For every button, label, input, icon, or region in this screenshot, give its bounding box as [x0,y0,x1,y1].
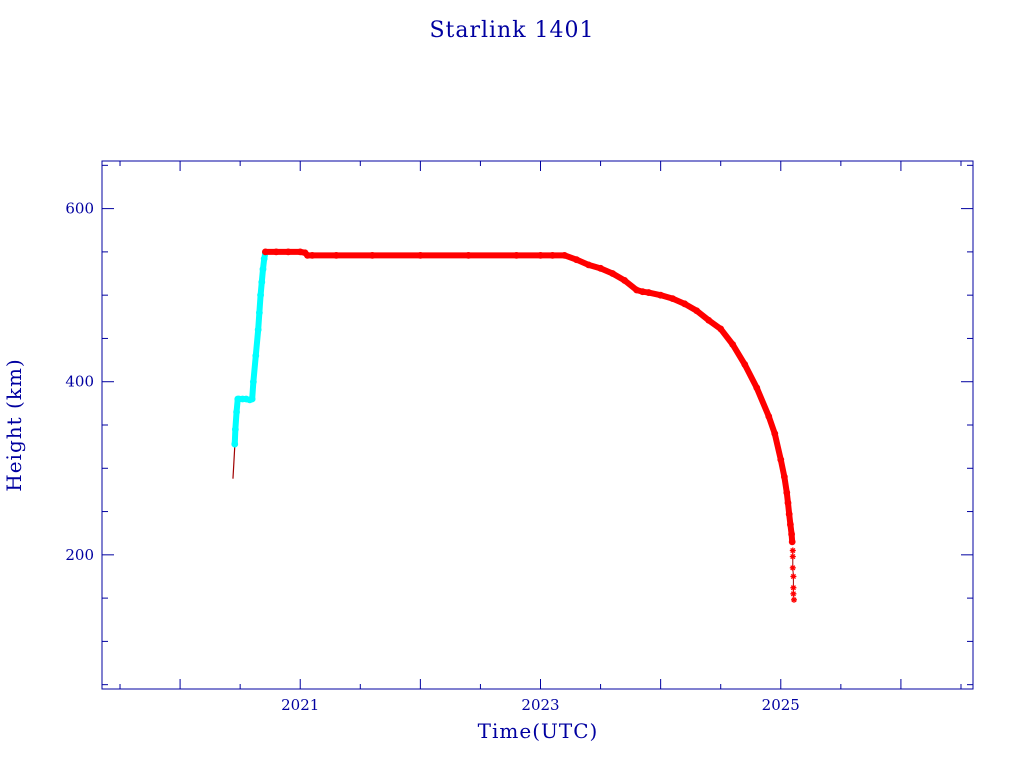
data-point [765,412,773,420]
data-point [621,277,628,284]
y-tick-label: 200 [65,546,94,564]
x-tick-label: 2023 [521,696,559,714]
data-point [231,440,239,448]
data-point [693,307,701,315]
data-point [789,553,796,560]
data-point [549,251,556,259]
data-point [308,251,316,259]
data-point [585,261,592,269]
data-point [254,326,262,334]
y-axis-label: Height (km) [2,358,26,491]
data-point [771,430,779,438]
star-stroke [790,585,796,591]
data-point [249,378,257,386]
data-point [513,251,520,259]
data-point [368,251,376,259]
data-point [717,325,725,333]
data-series-trail [262,248,796,545]
star-stroke [790,591,796,597]
x-tick-label: 2025 [762,696,800,714]
data-point [657,291,665,299]
data-series-line [232,446,236,479]
data-point [633,286,641,294]
data-point [786,521,794,528]
data-point [789,564,796,571]
data-point [639,288,647,296]
data-point [789,547,796,554]
data-point [272,248,280,256]
data-point [729,341,737,348]
data-point [780,473,788,481]
data-point [790,596,797,603]
data-point [790,590,797,597]
data-point [233,408,240,416]
data-point [537,251,544,259]
data-point [252,352,260,360]
data-point [332,251,340,259]
star-stroke [790,547,796,554]
data-point [609,270,616,277]
data-point [255,309,263,316]
data-point [416,251,424,259]
data-point [790,584,797,591]
star-stroke [790,554,796,560]
star-stroke [790,565,796,571]
chart-title: Starlink 1401 [429,18,594,43]
data-point [788,530,795,538]
data-point [645,289,653,296]
y-tick-label: 400 [65,373,94,391]
data-point [258,278,266,286]
data-point [741,361,749,368]
data-point [681,300,689,308]
data-point [784,499,792,507]
data-point [783,489,791,496]
y-tick-label: 600 [65,200,94,218]
data-point [284,248,292,256]
data-point [597,264,604,272]
axis-tick-labels: 2021 2023 2025 200 400 600 [65,200,800,714]
data-point [257,291,264,299]
data-point [260,255,268,263]
data-point [790,573,797,580]
data-point [465,251,472,259]
data-point [561,251,568,259]
data-point [259,265,267,273]
data-point [248,395,256,403]
data-point [231,425,239,433]
x-tick-label: 2021 [281,696,319,714]
data-point [669,295,677,303]
data-point [777,456,785,464]
data-point [705,316,713,324]
data-marks [231,248,797,603]
data-point [785,510,793,518]
data-point [261,248,269,256]
axis-ticks [102,161,973,689]
data-point [304,251,311,259]
x-axis-label: Time(UTC) [478,719,599,743]
data-point [788,538,796,546]
data-point [753,384,761,392]
star-stroke [791,597,797,603]
data-point [573,256,580,264]
star-stroke [790,573,796,580]
